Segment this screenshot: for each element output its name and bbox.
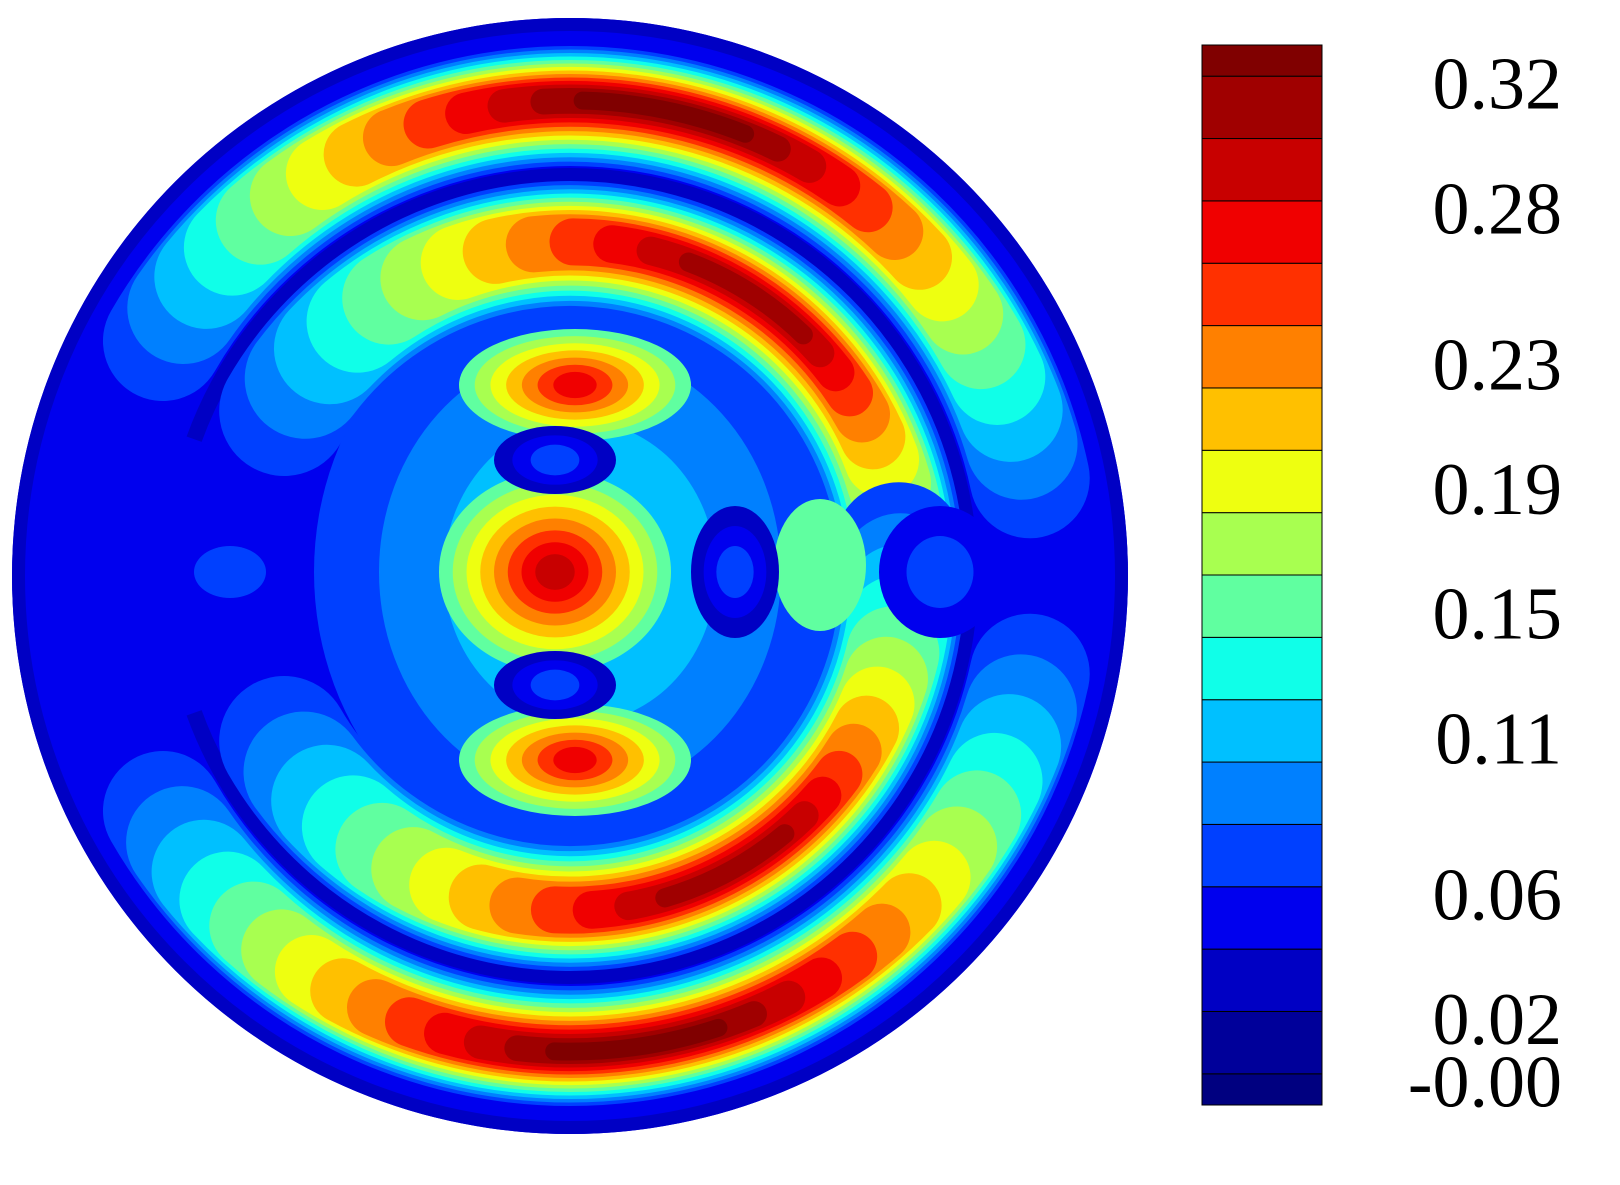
- colorbar-tick-label: 0.11: [1435, 698, 1562, 780]
- contour-band: [553, 746, 597, 774]
- contour-field: [12, 18, 1128, 1134]
- contour-band: [12, 18, 1128, 1134]
- colorbar-band: [1201, 200, 1323, 264]
- colorbar-tick-label: 0.15: [1433, 574, 1563, 656]
- colorbar-band: [1201, 699, 1323, 763]
- colorbar-band: [1201, 761, 1323, 825]
- colorbar-band: [1201, 1010, 1323, 1075]
- contour-band: [716, 546, 754, 598]
- contour-band: [530, 669, 580, 701]
- colorbar-band: [1201, 387, 1323, 451]
- colorbar-band: [1201, 138, 1323, 202]
- colorbar-band: [1201, 948, 1323, 1012]
- colorbar-band: [1201, 1073, 1323, 1106]
- colorbar-tick-label: 0.32: [1433, 44, 1563, 126]
- colorbar-band: [1201, 636, 1323, 701]
- colorbar-band: [1201, 262, 1323, 327]
- colorbar-tick-label: 0.02: [1433, 979, 1563, 1061]
- colorbar-band: [1201, 512, 1323, 576]
- contour-band: [530, 444, 580, 476]
- colorbar: -0.000.02 0.06 0.11 0.15 0.19 0.23 0.28 0.32: [1201, 44, 1563, 1123]
- colorbar-band: [1201, 886, 1323, 950]
- colorbar-band: [1201, 823, 1323, 888]
- colorbar-tick-label: -0.00: [1408, 1041, 1562, 1123]
- colorbar-tick-label: 0.19: [1433, 449, 1563, 531]
- contour-band: [655, 824, 795, 908]
- contour-band: [535, 554, 575, 590]
- colorbar-band: [1201, 44, 1323, 77]
- colorbar-tick-label: 0.23: [1433, 324, 1563, 406]
- contour-band: [573, 91, 755, 143]
- contour-band: [194, 546, 266, 598]
- colorbar-tick-label: 0.06: [1433, 854, 1563, 936]
- contour-band: [545, 1018, 728, 1061]
- colorbar-band: [1201, 75, 1323, 140]
- contour-band: [678, 252, 813, 345]
- colorbar-tick-label: 0.28: [1433, 168, 1563, 250]
- contour-band: [906, 536, 974, 608]
- contour-band: [553, 371, 597, 399]
- contour-band: [774, 499, 866, 631]
- colorbar-band: [1201, 449, 1323, 514]
- colorbar-band: [1201, 574, 1323, 638]
- colorbar-band: [1201, 325, 1323, 389]
